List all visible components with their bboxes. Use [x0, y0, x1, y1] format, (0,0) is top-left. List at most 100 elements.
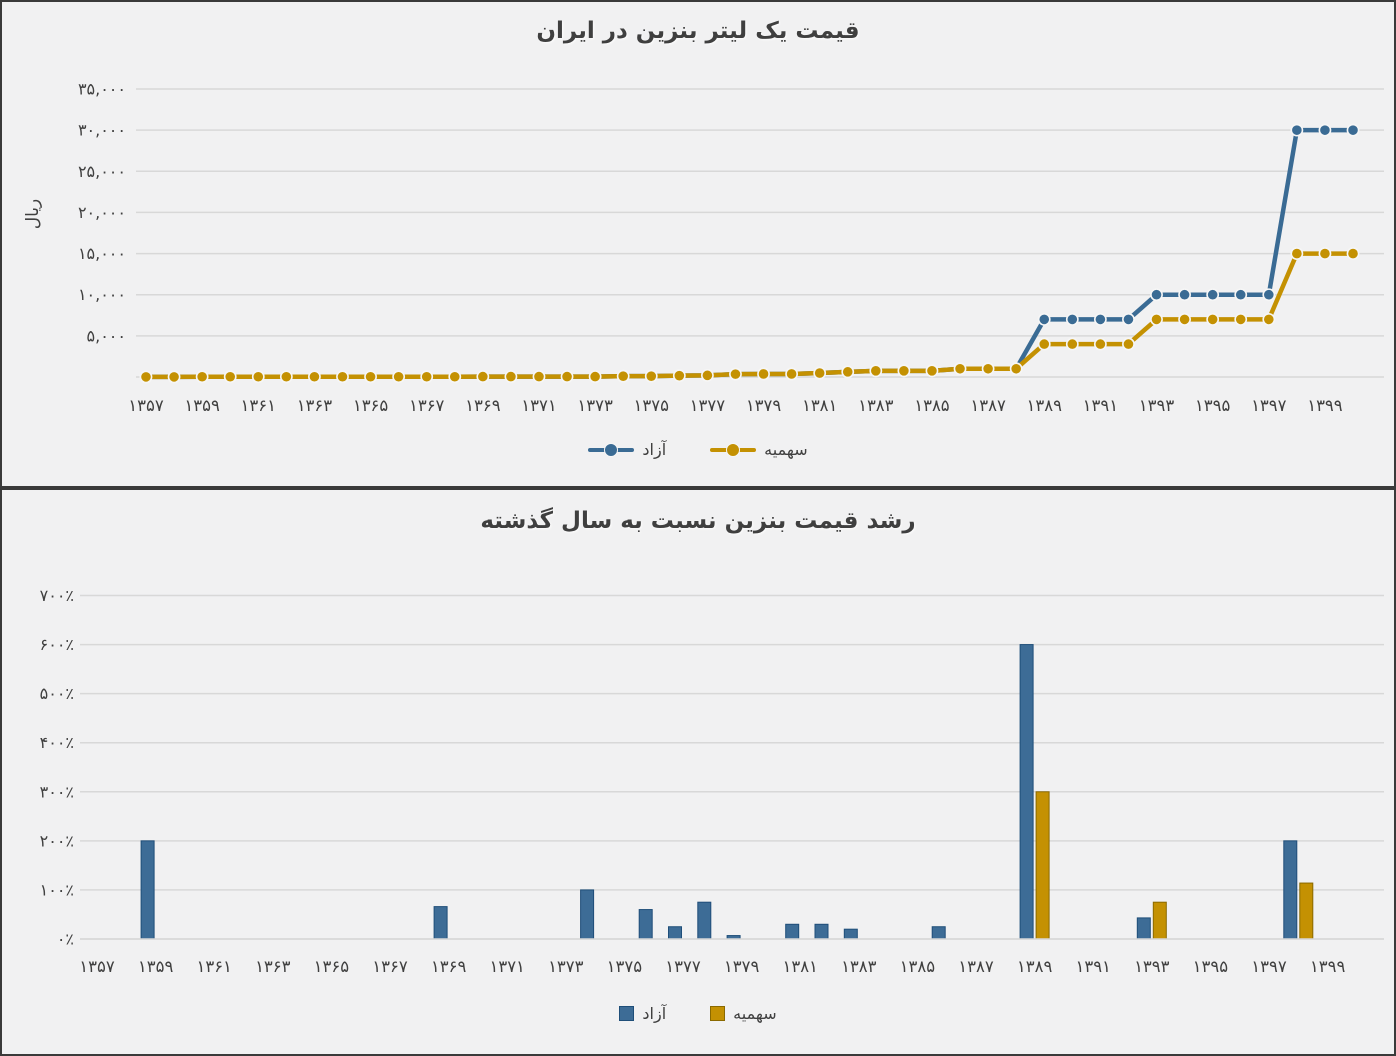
data-point-marker: [1093, 312, 1107, 326]
growth-chart-panel: رشد قیمت بنزین نسبت به سال گذشته ۷۰۰٪ ۶۰۰…: [0, 488, 1396, 1056]
x-tick-label: ۱۳۹۹: [1307, 396, 1343, 415]
data-point-marker: [1346, 123, 1360, 137]
bar: [785, 923, 800, 940]
x-tick-label: ۱۳۶۱: [196, 957, 231, 976]
sahmie-dot-icon: [726, 442, 741, 457]
x-tick-label: ۱۳۹۷: [1251, 957, 1287, 976]
y-tick-label: ۱۰,۰۰۰: [78, 285, 126, 304]
data-point-marker: [1262, 288, 1276, 302]
y-tick-label: ۷۰۰٪: [40, 586, 74, 605]
x-tick-label: ۱۳۸۹: [1017, 957, 1053, 976]
data-point-marker: [813, 366, 827, 380]
bar: [1136, 917, 1151, 940]
x-tick-label: ۱۳۸۳: [858, 396, 894, 415]
x-tick-label: ۱۳۶۹: [431, 957, 467, 976]
data-point-marker: [953, 362, 967, 376]
x-tick-label: ۱۳۷۷: [665, 957, 701, 976]
bar: [1035, 791, 1050, 940]
data-point-marker: [251, 370, 265, 384]
series-bars-0: [140, 644, 1298, 940]
x-tick-label: ۱۳۷۱: [489, 957, 524, 976]
x-tick-label: ۱۳۹۱: [1075, 957, 1110, 976]
data-point-marker: [1178, 288, 1191, 302]
x-tick-label: ۱۳۸۱: [782, 957, 817, 976]
x-tick-label: ۱۳۹۱: [1083, 396, 1118, 415]
data-point-marker: [476, 370, 490, 383]
x-tick-label: ۱۳۹۳: [1139, 396, 1175, 415]
data-point-marker: [1290, 123, 1304, 137]
data-point-marker: [701, 368, 714, 382]
data-point-marker: [1065, 337, 1079, 351]
y-tick-label: ۰٪: [57, 930, 74, 949]
data-point-marker: [588, 370, 602, 383]
data-point-marker: [1178, 312, 1191, 326]
data-point-marker: [336, 370, 349, 384]
x-tick-label: ۱۳۸۷: [958, 957, 994, 976]
data-point-marker: [729, 367, 742, 381]
data-point-marker: [560, 370, 574, 383]
bar: [1019, 644, 1034, 940]
x-tick-label: ۱۳۶۳: [297, 396, 333, 415]
series-line-1: [143, 251, 1356, 380]
data-point-marker: [279, 370, 293, 384]
y-tick-label: ۶۰۰٪: [40, 635, 74, 654]
bar: [638, 909, 653, 940]
data-point-marker: [785, 367, 799, 381]
data-point-marker: [1318, 123, 1332, 137]
x-tick-label: ۱۳۶۵: [314, 957, 350, 976]
data-point-marker: [1150, 312, 1163, 326]
x-tick-label: ۱۳۵۹: [184, 396, 220, 415]
x-tick-label: ۱۳۹۵: [1195, 396, 1231, 415]
legend-item-sahmie: سهمیه: [710, 440, 808, 459]
bar: [580, 889, 595, 940]
legend-label-azad: آزاد: [642, 1004, 667, 1023]
data-point-marker: [532, 370, 546, 383]
series-bars-1: [1035, 791, 1314, 940]
data-point-marker: [1234, 288, 1248, 302]
x-tick-label: ۱۳۸۳: [841, 957, 877, 976]
bar: [668, 926, 682, 940]
x-tick-label: ۱۳۸۱: [802, 396, 837, 415]
x-tick-label: ۱۳۸۹: [1027, 396, 1063, 415]
gridlines: [80, 594, 1384, 940]
x-tick-label: ۱۳۶۹: [465, 396, 501, 415]
data-point-marker: [1122, 337, 1135, 351]
legend-label-azad: آزاد: [642, 440, 667, 459]
x-tick-label: ۱۳۷۳: [548, 957, 584, 976]
data-point-marker: [841, 365, 855, 379]
y-tick-label: ۱۰۰٪: [40, 880, 74, 899]
x-tick-label: ۱۳۷۳: [577, 396, 613, 415]
price-chart-legend: آزاد سهمیه: [2, 440, 1394, 459]
x-tick-label: ۱۳۶۷: [372, 957, 408, 976]
data-point-marker: [1150, 288, 1163, 302]
data-point-marker: [897, 364, 911, 378]
data-point-marker: [504, 370, 518, 383]
x-tick-label: ۱۳۷۱: [521, 396, 556, 415]
data-point-marker: [448, 370, 462, 384]
x-tick-label: ۱۳۵۹: [138, 957, 174, 976]
y-tick-label: ۲۰۰٪: [40, 831, 74, 850]
data-point-marker: [308, 370, 321, 384]
data-point-marker: [1346, 247, 1360, 260]
growth-chart-title: رشد قیمت بنزین نسبت به سال گذشته: [480, 508, 916, 534]
x-tick-label: ۱۳۶۷: [409, 396, 445, 415]
series-markers-1: [139, 247, 1360, 384]
data-point-marker: [672, 369, 686, 383]
x-tick-label: ۱۳۷۵: [607, 957, 643, 976]
growth-chart-legend: آزاد سهمیه: [2, 1004, 1394, 1023]
data-point-marker: [167, 370, 181, 384]
gridlines: [136, 88, 1384, 378]
x-tick-label: ۱۳۶۳: [255, 957, 291, 976]
x-tick-label: ۱۳۹۳: [1134, 957, 1170, 976]
bar: [697, 901, 712, 940]
data-point-marker: [392, 370, 406, 384]
bar: [1283, 840, 1298, 940]
x-tick-label: ۱۳۷۵: [634, 396, 670, 415]
data-point-marker: [139, 370, 153, 384]
data-point-marker: [1037, 337, 1051, 351]
data-point-marker: [1262, 312, 1276, 326]
x-tick-label: ۱۳۸۵: [914, 396, 950, 415]
legend-item-sahmie: سهمیه: [710, 1004, 777, 1023]
price-chart-panel: قیمت یک لیتر بنزین در ایران ۳۵,۰۰۰ ۳۰,۰۰۰…: [0, 0, 1396, 488]
data-point-marker: [1206, 312, 1220, 326]
